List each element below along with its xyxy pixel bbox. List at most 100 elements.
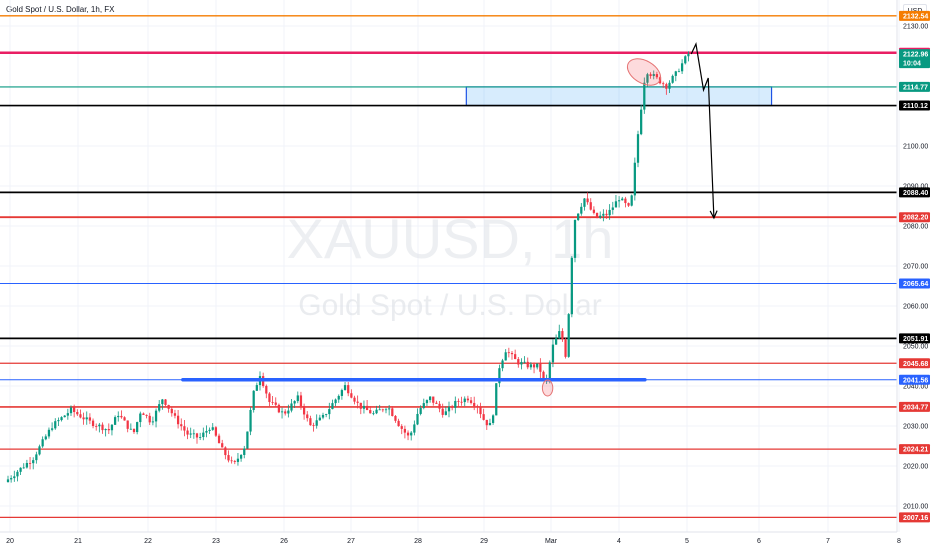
candle-body: [611, 207, 614, 210]
candle-body: [98, 424, 101, 427]
candle-body: [255, 385, 258, 391]
candle-body: [73, 407, 76, 413]
candle-body: [233, 461, 236, 462]
candle-body: [391, 408, 394, 416]
level-price-tag: [899, 187, 930, 198]
candle-body: [627, 203, 630, 206]
candle-body: [454, 400, 457, 408]
candle-body: [199, 437, 202, 438]
candle-body: [498, 368, 501, 384]
level-price-tag: [899, 358, 930, 369]
candle-body: [621, 198, 624, 201]
candle-body: [469, 400, 473, 403]
chart-title: Gold Spot / U.S. Dollar, 1h, FX: [6, 5, 115, 14]
candle-body: [451, 406, 454, 408]
candle-body: [79, 414, 82, 418]
level-price-tag-text: 2088.40: [903, 190, 928, 197]
candle-body: [362, 405, 366, 409]
candle-body: [107, 428, 110, 431]
candle-body: [514, 354, 517, 360]
candle-body: [491, 415, 495, 423]
candle-body: [476, 406, 479, 408]
level-price-tag: [899, 10, 930, 21]
candle-body: [554, 338, 558, 345]
candle-body: [192, 433, 195, 435]
candle-body: [136, 422, 139, 433]
candle-body: [605, 213, 608, 216]
candle-body: [217, 435, 221, 444]
candle-body: [507, 352, 510, 354]
candle-body: [57, 420, 60, 422]
candle-body: [378, 409, 381, 411]
bar-countdown: 10:04: [903, 61, 921, 68]
candle-body: [337, 395, 340, 400]
candle-body: [577, 213, 580, 220]
candle-body: [252, 390, 255, 410]
candle-body: [69, 407, 73, 414]
candle-body: [479, 407, 482, 415]
level-price-tag-text: 2114.77: [903, 84, 928, 91]
candle-body: [321, 414, 325, 418]
candle-body: [123, 417, 126, 421]
candle-body: [573, 219, 577, 258]
candle-body: [129, 428, 132, 430]
candle-body: [397, 420, 400, 427]
candle-body: [649, 74, 652, 77]
candles-layer: [6, 51, 690, 483]
candle-body: [176, 415, 180, 425]
candle-body: [343, 385, 347, 391]
time-axis[interactable]: 20 21 22 23 26 27 28 29 Mar 4 5 6 7 8: [6, 538, 901, 545]
candle-body: [674, 71, 677, 76]
candle-body: [394, 415, 397, 421]
zone-layer: [465, 86, 773, 107]
candle-body: [504, 352, 507, 361]
candle-body: [488, 422, 492, 426]
candle-body: [630, 195, 633, 206]
candle-body: [425, 400, 429, 404]
candle-body: [91, 420, 95, 426]
candle-body: [306, 414, 309, 419]
x-tick-label: 28: [414, 538, 422, 545]
candle-body: [28, 462, 32, 464]
candle-body: [41, 439, 44, 447]
level-price-tag-text: 2110.12: [903, 103, 928, 110]
candle-body: [636, 134, 640, 163]
candle-body: [173, 413, 177, 416]
candle-body: [384, 409, 388, 411]
level-price-tag: [899, 512, 930, 523]
level-price-tag: [899, 401, 930, 412]
candle-body: [22, 467, 25, 469]
candle-body: [633, 162, 636, 196]
candle-body: [520, 361, 523, 365]
candle-body: [428, 396, 432, 401]
candle-body: [652, 74, 655, 77]
candle-body: [595, 212, 599, 218]
candle-body: [624, 198, 627, 204]
candle-body: [208, 429, 211, 431]
candle-body: [687, 53, 690, 57]
candle-body: [287, 410, 290, 414]
candle-body: [271, 402, 274, 403]
candle-body: [227, 455, 230, 461]
level-price-tag: [899, 374, 930, 385]
candle-body: [76, 412, 79, 415]
y-tick-label: 2050.00: [903, 344, 928, 351]
candle-body: [347, 385, 350, 394]
candle-body: [567, 314, 570, 357]
y-tick-label: 2100.00: [903, 144, 928, 151]
candle-body: [536, 363, 539, 368]
candle-body: [438, 403, 441, 409]
level-price-tag-text: 2024.21: [903, 447, 928, 454]
y-tick-label: 2070.00: [903, 264, 928, 271]
candle-body: [95, 425, 98, 427]
candle-body: [249, 409, 252, 432]
projection-path: [690, 42, 715, 219]
candle-body: [280, 411, 284, 413]
level-price-tag: [899, 444, 930, 455]
candle-body: [47, 429, 51, 437]
candle-body: [413, 424, 416, 433]
price-axis[interactable]: 2010.00 2020.00 2030.00 2040.00 2050.00 2060.…: [903, 24, 928, 511]
candle-body: [205, 430, 208, 433]
candle-body: [359, 402, 362, 409]
